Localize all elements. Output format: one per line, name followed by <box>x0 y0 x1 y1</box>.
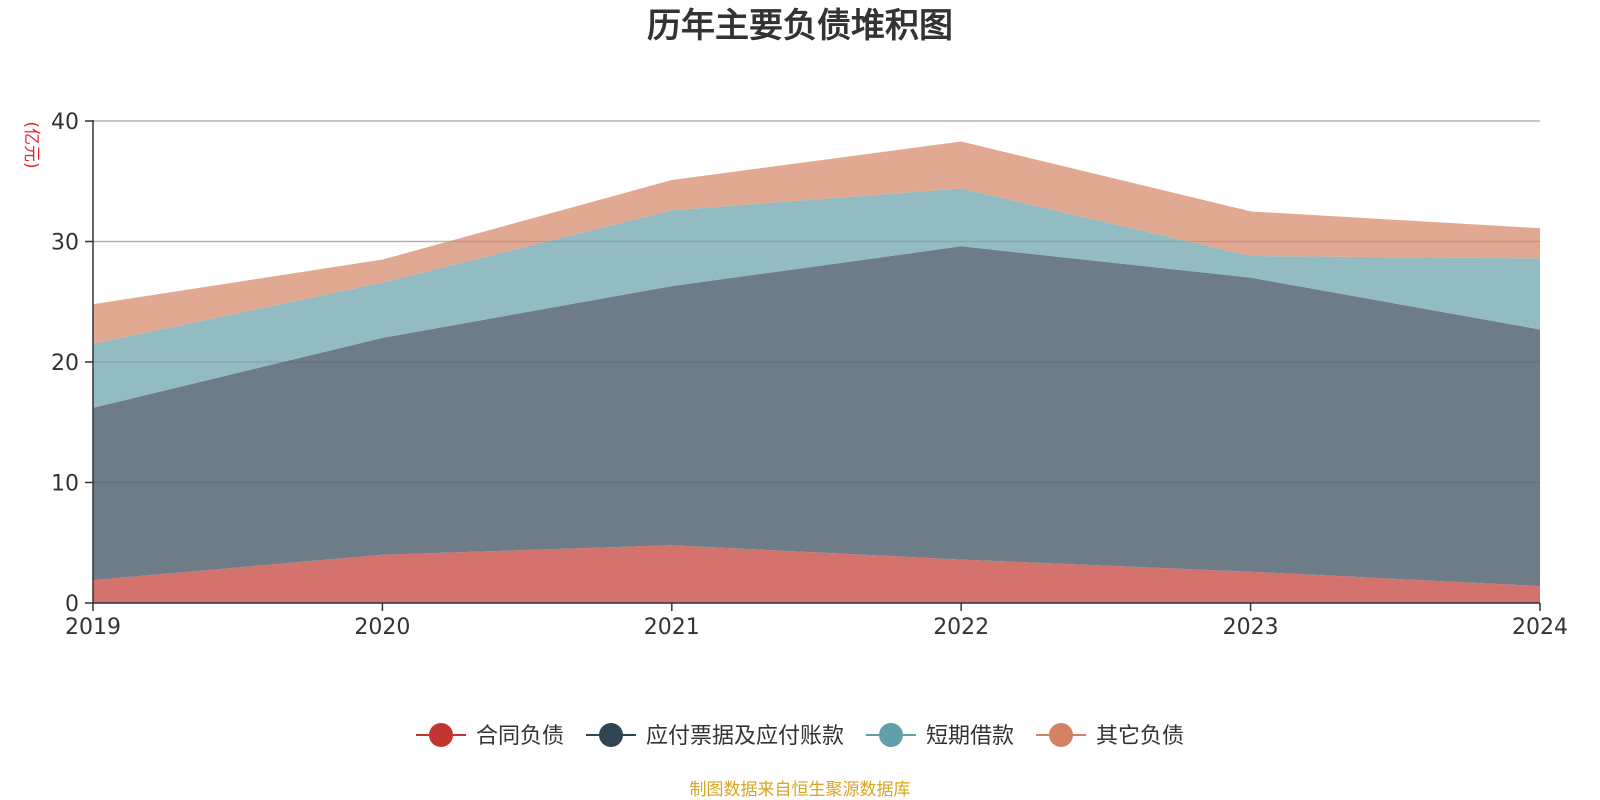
legend-label: 应付票据及应付账款 <box>646 724 844 749</box>
legend-label: 其它负债 <box>1096 724 1184 749</box>
y-tick-label: 40 <box>51 110 79 135</box>
legend: 合同负债 应付票据及应付账款 短期借款 其它负债 <box>416 723 1184 749</box>
area-series <box>93 120 1540 603</box>
legend-label: 合同负债 <box>476 724 564 749</box>
area-series-1 <box>93 545 1540 603</box>
legend-item-1[interactable]: 合同负债 <box>416 723 564 749</box>
x-tick-label: 2023 <box>1223 615 1279 640</box>
legend-marker <box>599 723 623 747</box>
legend-item-3[interactable]: 短期借款 <box>866 723 1014 749</box>
x-tick-label: 2022 <box>933 615 989 640</box>
y-tick-label: 20 <box>51 351 79 376</box>
legend-marker <box>1049 723 1073 747</box>
legend-marker <box>879 723 903 747</box>
y-tick-label: 10 <box>51 472 79 497</box>
x-tick-label: 2024 <box>1512 615 1568 640</box>
x-tick-label: 2020 <box>354 615 410 640</box>
legend-item-4[interactable]: 其它负债 <box>1036 723 1184 749</box>
data-source-note: 制图数据来自恒生聚源数据库 <box>690 780 911 800</box>
chart-title: 历年主要负债堆积图 <box>647 6 953 46</box>
x-tick-label: 2019 <box>65 615 121 640</box>
area-series-2 <box>93 246 1540 587</box>
area-series-4 <box>93 141 1540 344</box>
y-axis-unit-label: (亿元) <box>21 121 41 168</box>
legend-marker <box>429 723 453 747</box>
axes: 0 10 20 30 40 2019 2020 2021 2022 2023 2024 <box>51 110 1568 640</box>
y-tick-label: 30 <box>51 231 79 256</box>
legend-item-2[interactable]: 应付票据及应付账款 <box>586 723 844 749</box>
x-tick-label: 2021 <box>644 615 700 640</box>
area-series-3 <box>93 188 1540 408</box>
legend-label: 短期借款 <box>926 724 1014 749</box>
y-tick-label: 0 <box>65 592 79 617</box>
